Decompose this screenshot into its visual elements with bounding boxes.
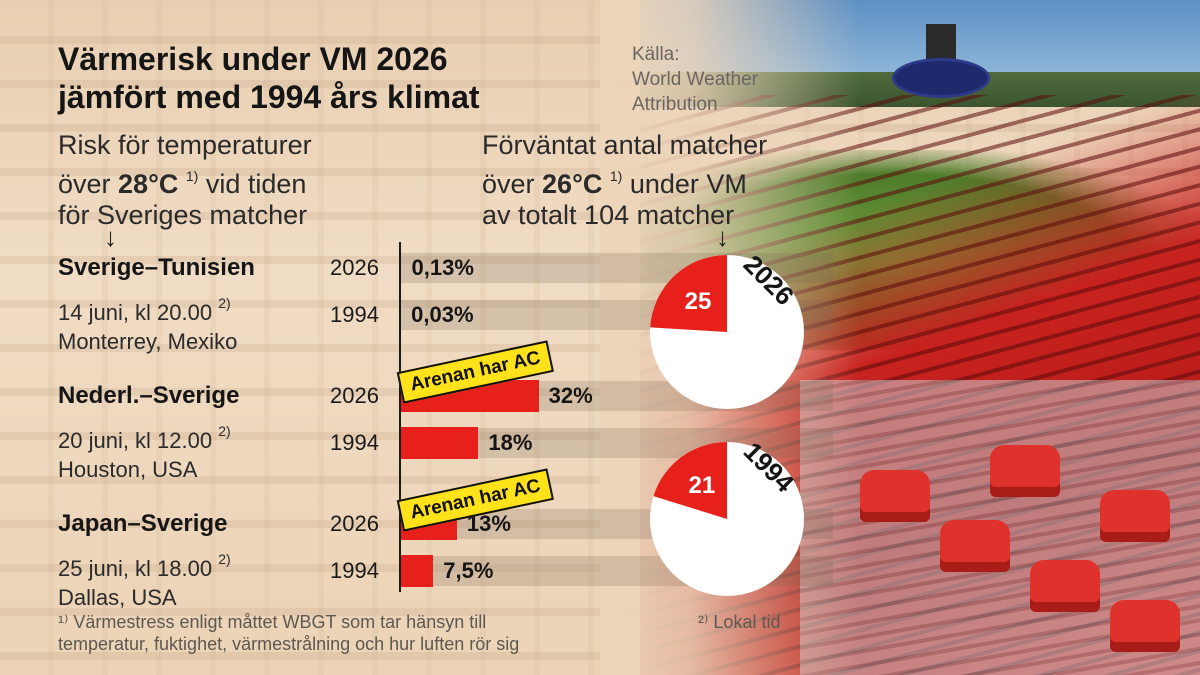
- pie-chart-2026: 25: [650, 255, 804, 409]
- bar-year-label: 2026: [330, 255, 379, 280]
- bar-year-label: 1994: [330, 430, 379, 455]
- match-date: 14 juni, kl 20.00 2): [58, 295, 231, 325]
- source-credit: Källa: World Weather Attribution: [632, 42, 758, 117]
- match-name: Nederl.–Sverige: [58, 382, 240, 409]
- right-desc-temperature: 26°C: [542, 169, 603, 199]
- bar-year-label: 2026: [330, 383, 379, 408]
- match-place: Monterrey, Mexiko: [58, 329, 238, 354]
- source-line-2: World Weather: [632, 69, 759, 90]
- bar-chart-description: Risk för temperaturer över 28°C 1) vid t…: [58, 130, 312, 231]
- right-desc-line-2: över 26°C 1) under VM: [482, 161, 767, 200]
- match-details: 14 juni, kl 20.00 2) Monterrey, Mexiko: [58, 289, 237, 356]
- scoreboard: [892, 58, 990, 98]
- left-desc-line-1: Risk för temperaturer: [58, 130, 312, 160]
- footnote-ref: 1): [609, 168, 623, 184]
- arrow-down-icon: ↓: [104, 222, 117, 252]
- match-place: Dallas, USA: [58, 585, 177, 610]
- match-place: Houston, USA: [58, 457, 198, 482]
- pie-chart-1994: 21: [650, 442, 804, 596]
- source-line-1: Källa:: [632, 44, 680, 65]
- scoreboard-post: [926, 24, 956, 60]
- left-desc-line-3: för Sveriges matcher: [58, 200, 308, 230]
- bar-value-label: 32%: [548, 383, 593, 408]
- bar-value-label: 18%: [488, 430, 533, 455]
- seat: [1110, 600, 1180, 652]
- pie-slice-highlight: [650, 255, 727, 332]
- bar: [401, 427, 479, 459]
- seat: [1030, 560, 1100, 612]
- pie-chart-description: Förväntat antal matcher över 26°C 1) und…: [482, 130, 767, 231]
- bar: [401, 555, 434, 587]
- bar-year-label: 1994: [330, 302, 379, 327]
- arrow-down-icon: ↓: [716, 222, 729, 252]
- seat: [990, 445, 1060, 497]
- footnote-wbgt: ¹⁾ Värmestress enligt måttet WBGT som ta…: [58, 611, 519, 655]
- match-name: Sverige–Tunisien: [58, 254, 255, 281]
- match-date: 25 juni, kl 18.00 2): [58, 551, 231, 581]
- footnote-ref: 2): [218, 295, 231, 311]
- left-desc-line-2: över 28°C 1) vid tiden: [58, 161, 312, 200]
- right-desc-line-1: Förväntat antal matcher: [482, 130, 768, 160]
- footnote-wbgt-line-2: temperatur, fuktighet, värmestrålning oc…: [58, 634, 520, 654]
- footnote-wbgt-line-1: ¹⁾ Värmestress enligt måttet WBGT som ta…: [58, 612, 487, 632]
- match-name: Japan–Sverige: [58, 510, 228, 537]
- left-desc-suffix: vid tiden: [198, 169, 307, 199]
- match-date: 20 juni, kl 12.00 2): [58, 423, 231, 453]
- seat: [1100, 490, 1170, 542]
- bar-year-label: 1994: [330, 558, 379, 583]
- match-details: 25 juni, kl 18.00 2) Dallas, USA: [58, 545, 231, 612]
- page-title: Värmerisk under VM 2026 jämfört med 1994…: [58, 40, 480, 116]
- footnote-ref: 2): [218, 423, 231, 439]
- seat: [940, 520, 1010, 572]
- bar-year-label: 2026: [330, 511, 379, 536]
- left-desc-temperature: 28°C: [118, 169, 179, 199]
- match-details: 20 juni, kl 12.00 2) Houston, USA: [58, 417, 231, 484]
- pie-slice-highlight: [653, 442, 727, 519]
- bar-value-label: 0,13%: [411, 255, 474, 280]
- left-desc-prefix: över: [58, 169, 119, 199]
- bar-axis-line: [399, 242, 401, 592]
- footnote-ref: 1): [185, 168, 199, 184]
- pie-value-label: 21: [689, 472, 716, 499]
- bar-value-label: 0,03%: [411, 302, 474, 327]
- pie-value-label: 25: [685, 288, 712, 315]
- footnote-ref: 2): [218, 551, 231, 567]
- source-line-3: Attribution: [632, 94, 718, 115]
- title-line-1: Värmerisk under VM 2026: [58, 41, 448, 77]
- right-desc-prefix: över: [482, 169, 543, 199]
- right-desc-suffix: under VM: [622, 169, 747, 199]
- title-line-2: jämfört med 1994 års klimat: [58, 79, 480, 115]
- bar-value-label: 7,5%: [443, 558, 494, 583]
- seat: [860, 470, 930, 522]
- footnote-local-time: ²⁾ Lokal tid: [698, 612, 781, 632]
- right-desc-line-3: av totalt 104 matcher: [482, 200, 735, 230]
